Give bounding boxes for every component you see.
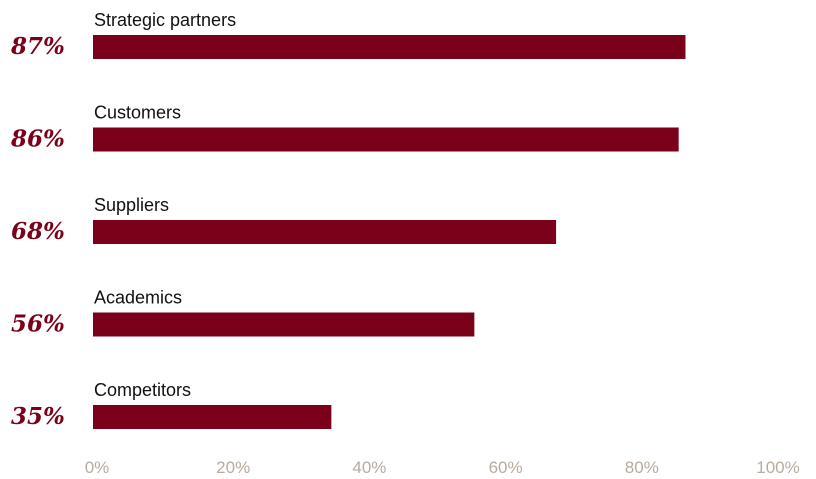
bar-row-competitors: Competitors 35%: [11, 380, 332, 430]
category-label: Academics: [94, 288, 182, 308]
bar: [93, 220, 557, 244]
bar-row-customers: Customers 86%: [10, 103, 679, 153]
x-tick-label: 80%: [625, 458, 659, 477]
x-tick-label: 40%: [352, 458, 386, 477]
value-label: 86%: [10, 126, 65, 153]
bar: [93, 35, 686, 59]
bar: [93, 405, 332, 429]
bar-row-academics: Academics 56%: [11, 288, 475, 338]
x-tick-label: 20%: [216, 458, 250, 477]
bar-row-suppliers: Suppliers 68%: [11, 195, 557, 245]
bar: [93, 312, 475, 337]
category-label: Customers: [94, 103, 181, 123]
bar: [93, 127, 679, 152]
category-label: Competitors: [94, 380, 191, 400]
value-label: 68%: [11, 218, 65, 245]
bar-row-strategic-partners: Strategic partners 87%: [10, 10, 686, 60]
x-axis-ticks: 0% 20% 40% 60% 80% 100%: [85, 458, 800, 477]
value-label: 35%: [11, 403, 65, 430]
value-label: 87%: [10, 33, 65, 60]
x-tick-label: 0%: [85, 458, 110, 477]
bars-layer: Strategic partners 87% Customers 86% Supplie…: [10, 10, 686, 430]
x-tick-label: 100%: [756, 458, 799, 477]
category-label: Strategic partners: [94, 10, 236, 30]
x-tick-label: 60%: [489, 458, 523, 477]
value-label: 56%: [11, 311, 65, 338]
category-label: Suppliers: [94, 195, 169, 215]
